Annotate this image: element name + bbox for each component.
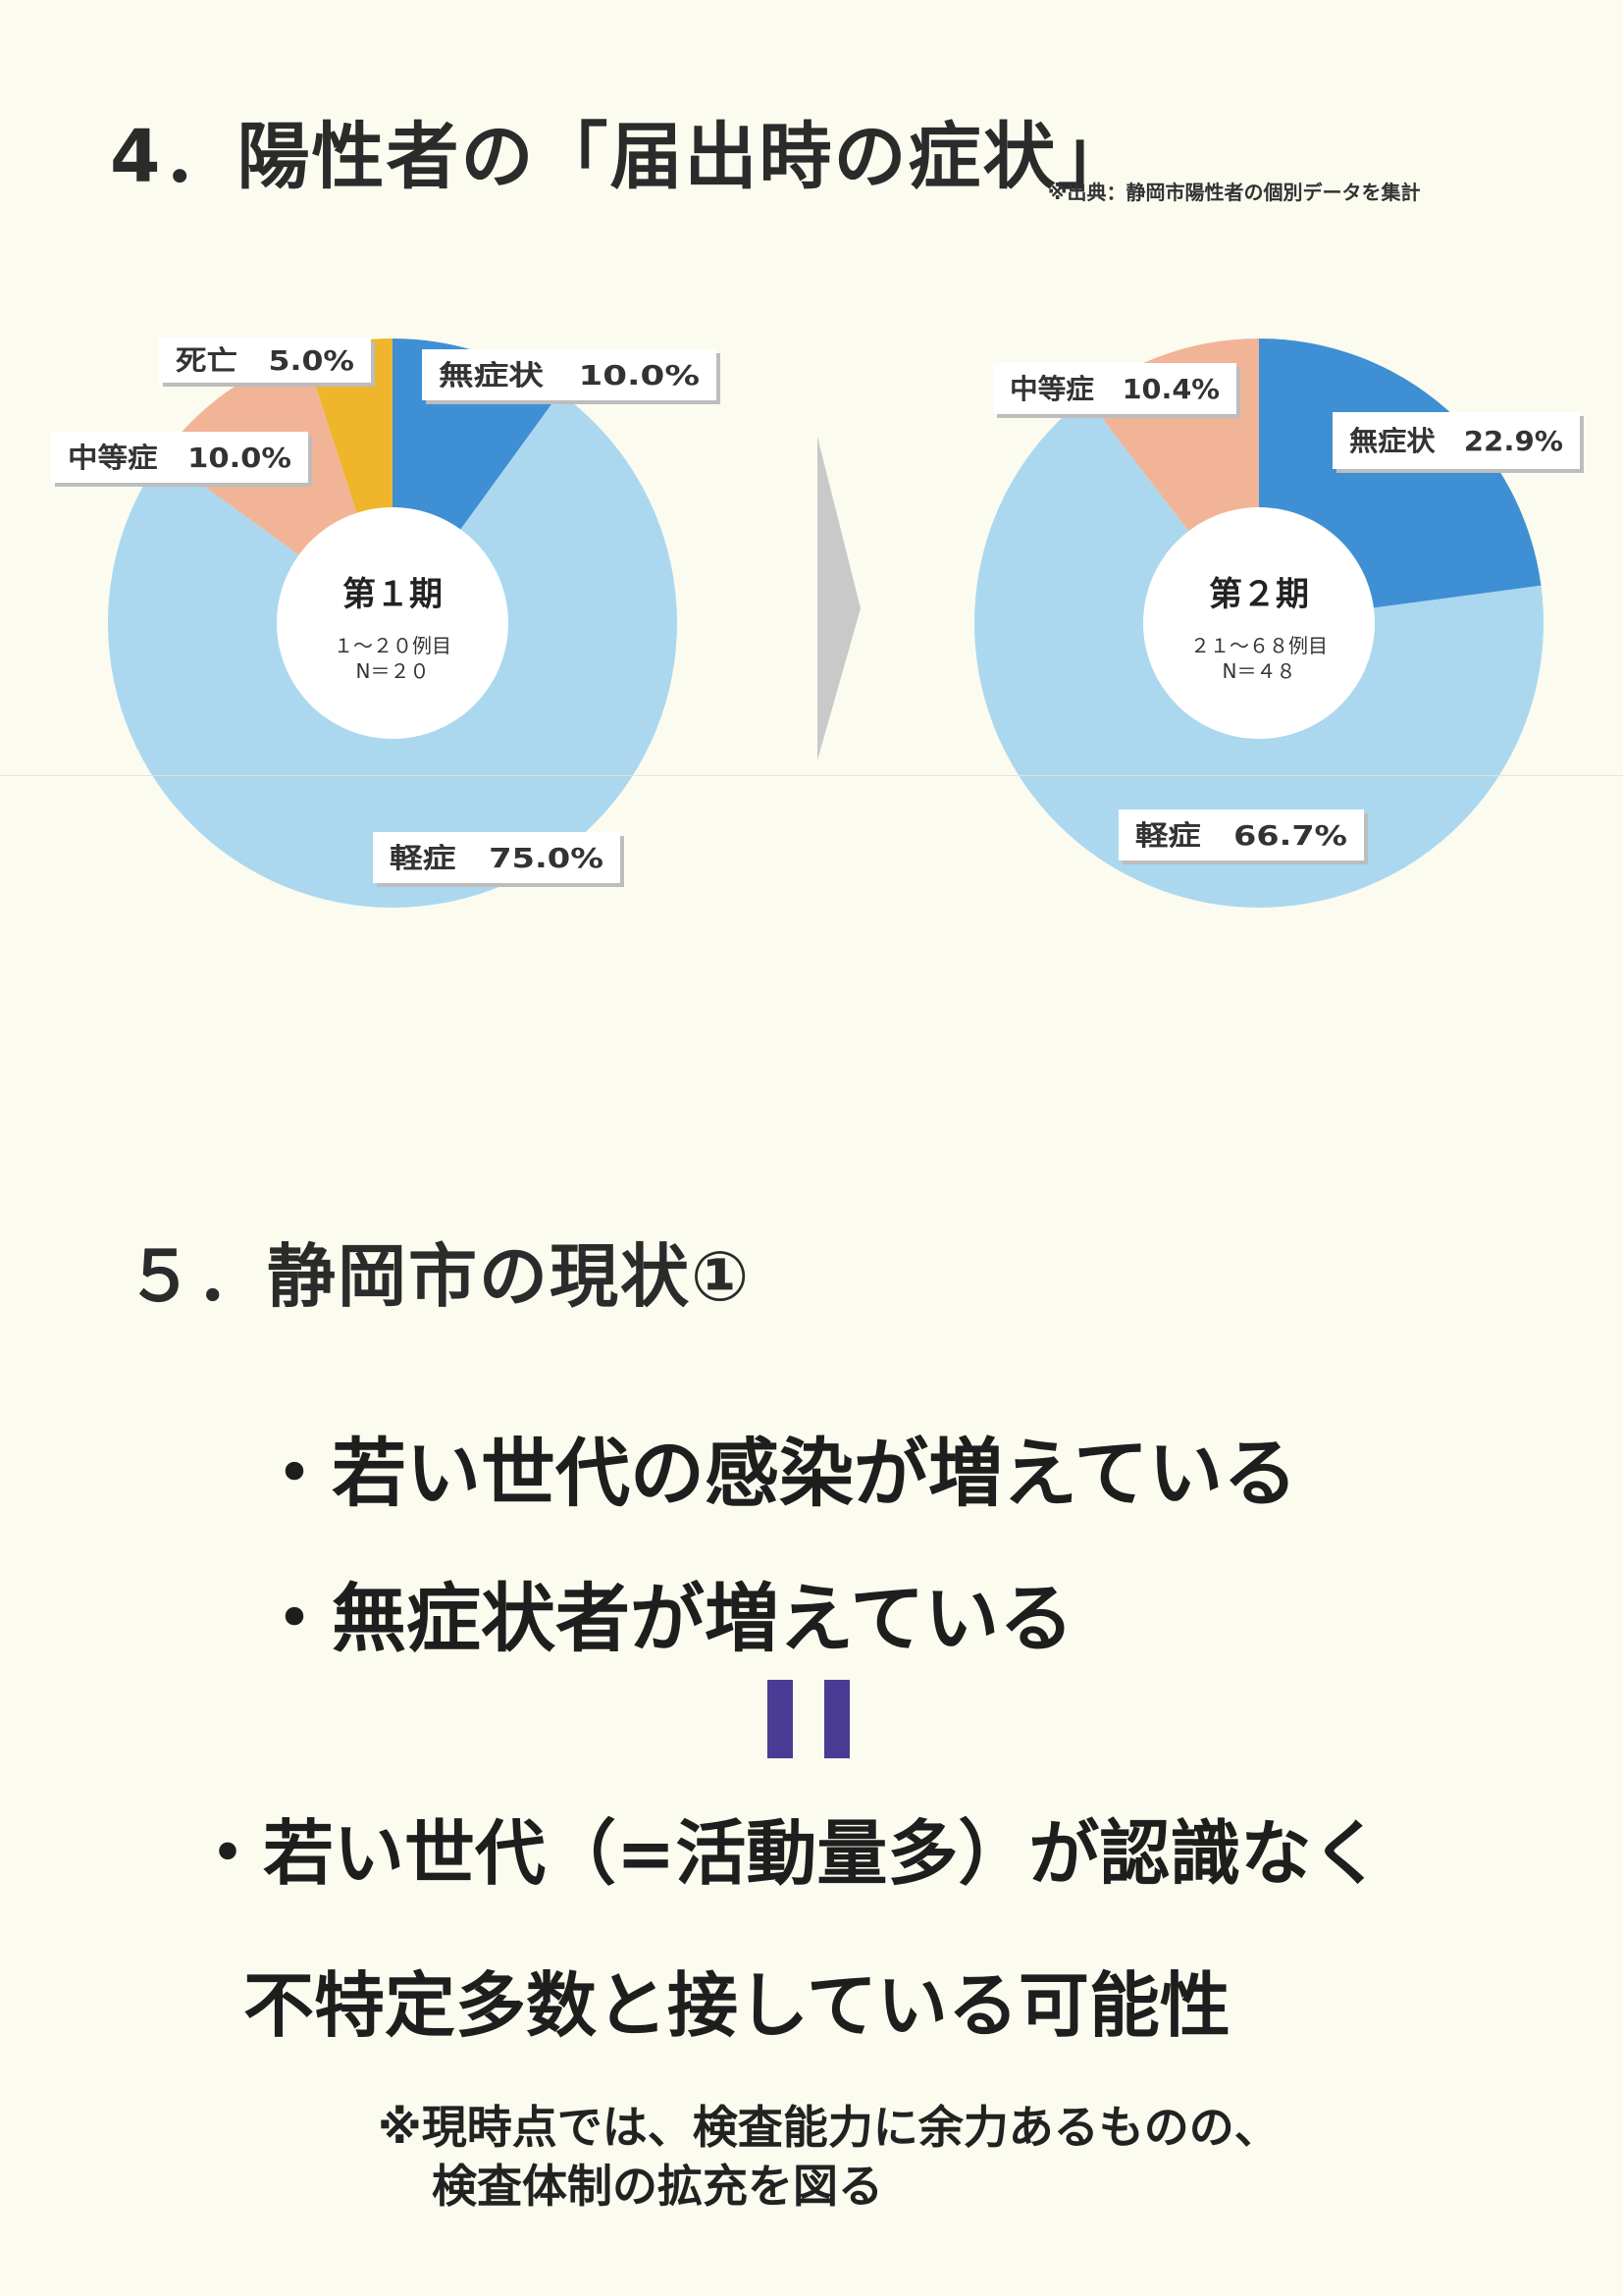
section5-title: ５．静岡市の現状① [126, 1236, 752, 1317]
source-note: ※出典：静岡市陽性者の個別データを集計 [1048, 181, 1421, 204]
pie1-center-hole [277, 507, 508, 739]
pie2-title: 第２期 [1209, 575, 1309, 614]
bullet-young-unaware: ・若い世代（=活動量多）が認識なく [192, 1812, 1383, 1895]
pie1-subtitle: １～２０例目 [334, 634, 451, 657]
pie1-data-label-1: 無症状 10.0% [422, 349, 720, 404]
pie2-data-label-3: 中等症 10.4% [993, 363, 1240, 418]
pie2-center-hole [1143, 507, 1375, 739]
svg-text:中等症 10.0%: 中等症 10.0% [68, 442, 291, 474]
pie1-data-label-3: 中等症 10.0% [51, 432, 312, 487]
svg-text:死亡 5.0%: 死亡 5.0% [176, 344, 354, 377]
bullet-young-infections: ・若い世代の感染が増えている [257, 1430, 1298, 1517]
section4-title: 4．陽性者の「届出時の症状」 [110, 115, 1132, 199]
scan-fold-line [0, 775, 1623, 776]
pie1-title: 第１期 [342, 575, 443, 614]
bullet-asymptomatic: ・無症状者が増えている [257, 1575, 1074, 1662]
svg-text:軽症 66.7%: 軽症 66.7% [1135, 819, 1347, 852]
bullet-contact-possibility: 不特定多数と接している可能性 [243, 1964, 1230, 2047]
note-line-1: ※現時点では、検査能力に余力あるものの、 [378, 2101, 1280, 2154]
pie1-data-label-2: 軽症 75.0% [373, 832, 624, 887]
svg-text:軽症 75.0%: 軽症 75.0% [390, 842, 603, 874]
pie2-data-label-1: 無症状 22.9% [1333, 412, 1584, 473]
pie1-data-label-4: 死亡 5.0% [159, 338, 375, 387]
svg-text:無症状 10.0%: 無症状 10.0% [439, 359, 700, 391]
svg-text:無症状 22.9%: 無症状 22.9% [1349, 425, 1563, 457]
pie1-n-label: N＝２０ [356, 659, 430, 683]
note-line-2: 検査体制の拡充を図る [432, 2160, 883, 2213]
svg-text:中等症 10.4%: 中等症 10.4% [1010, 373, 1220, 405]
pie2-data-label-2: 軽症 66.7% [1119, 809, 1368, 864]
arrow-icon [817, 437, 861, 760]
testing-note: ※現時点では、検査能力に余力あるものの、 検査体制の拡充を図る [378, 2098, 1280, 2216]
pie2-subtitle: ２１～６８例目 [1190, 634, 1328, 657]
pie2-n-label: N＝４８ [1223, 659, 1296, 683]
